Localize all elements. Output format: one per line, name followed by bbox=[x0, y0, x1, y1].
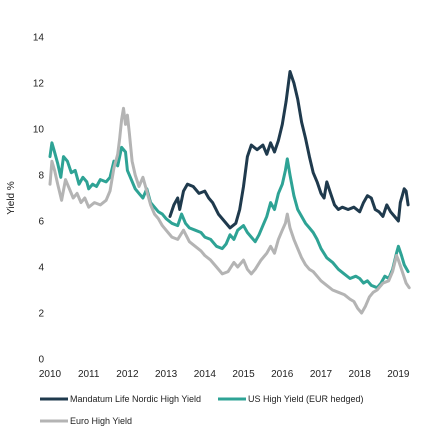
y-axis-ticks: 0 2 4 6 8 10 12 14 bbox=[33, 33, 45, 366]
x-axis-ticks: 2010 2011 2012 2013 2014 2015 2016 2017 2018 2019 bbox=[39, 369, 410, 380]
y-tick-label: 4 bbox=[38, 263, 44, 274]
x-tick-label: 2016 bbox=[271, 369, 294, 380]
x-tick-label: 2017 bbox=[310, 369, 333, 380]
x-tick-label: 2015 bbox=[232, 369, 255, 380]
y-tick-label: 12 bbox=[33, 79, 45, 90]
series-line-2 bbox=[48, 141, 410, 290]
series-line-1 bbox=[168, 70, 410, 230]
y-tick-label: 6 bbox=[38, 217, 44, 228]
legend-label-2: US High Yield (EUR hedged) bbox=[248, 394, 364, 404]
x-tick-label: 2018 bbox=[349, 369, 372, 380]
x-tick-label: 2010 bbox=[39, 369, 62, 380]
x-tick-label: 2013 bbox=[155, 369, 178, 380]
x-tick-label: 2012 bbox=[116, 369, 139, 380]
y-tick-label: 10 bbox=[33, 125, 45, 136]
series-line-3 bbox=[48, 106, 411, 315]
x-tick-label: 2011 bbox=[78, 369, 100, 380]
y-tick-label: 14 bbox=[33, 33, 45, 44]
legend: Mandatum Life Nordic High Yield US High Y… bbox=[40, 394, 364, 426]
x-tick-label: 2019 bbox=[387, 369, 410, 380]
series-lines bbox=[48, 70, 411, 315]
y-axis-title: Yield % bbox=[6, 181, 17, 215]
legend-label-3: Euro High Yield bbox=[70, 416, 132, 426]
legend-label-1: Mandatum Life Nordic High Yield bbox=[70, 394, 201, 404]
y-tick-label: 2 bbox=[38, 309, 44, 320]
y-tick-label: 0 bbox=[38, 355, 44, 366]
y-tick-label: 8 bbox=[38, 171, 44, 182]
x-tick-label: 2014 bbox=[194, 369, 217, 380]
